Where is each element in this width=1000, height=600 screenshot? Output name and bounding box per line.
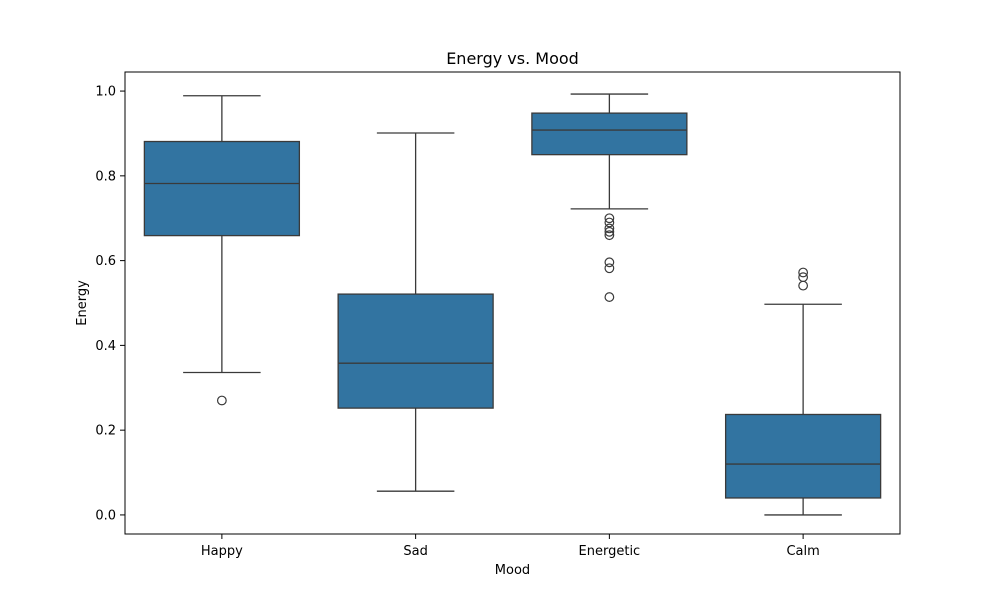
outlier-point <box>604 223 615 234</box>
y-tick-label: 0.6 <box>95 254 116 269</box>
box-group-energetic <box>531 93 688 302</box>
outlier-point <box>604 257 615 268</box>
outlier-point <box>604 230 615 241</box>
x-axis-label: Mood <box>495 563 530 578</box>
x-tick-label: Calm <box>786 544 819 559</box>
outlier-point <box>604 292 615 302</box>
box <box>724 413 882 499</box>
box <box>337 293 494 409</box>
outlier-point <box>216 395 227 406</box>
plot-frame <box>124 71 901 535</box>
axes-layer: Happy Sad Energetic Calm 0.0 0.2 0.4 0.6 0.8 1.0 <box>95 85 819 559</box>
box-group-calm <box>724 267 882 516</box>
x-tick-label: Happy <box>201 544 243 559</box>
y-tick-label: 0.2 <box>95 424 116 439</box>
y-axis-label: Energy <box>75 280 90 326</box>
y-tick-label: 0.0 <box>95 508 116 523</box>
outlier-point <box>604 263 615 274</box>
box-group-happy <box>143 95 301 406</box>
outlier-point <box>604 213 615 224</box>
box-group-sad <box>337 132 494 492</box>
x-tick-label: Energetic <box>579 544 641 559</box>
box <box>531 112 688 156</box>
outlier-point <box>798 280 809 291</box>
outlier-point <box>604 217 615 228</box>
y-tick-label: 0.4 <box>95 339 116 354</box>
box <box>143 140 301 237</box>
boxes-layer <box>143 93 882 516</box>
x-tick-label: Sad <box>403 544 427 559</box>
chart-title: Energy vs. Mood <box>446 49 579 68</box>
outlier-point <box>798 267 809 278</box>
y-tick-label: 0.8 <box>95 169 116 184</box>
outlier-point <box>604 226 615 237</box>
y-tick-label: 1.0 <box>95 85 116 100</box>
